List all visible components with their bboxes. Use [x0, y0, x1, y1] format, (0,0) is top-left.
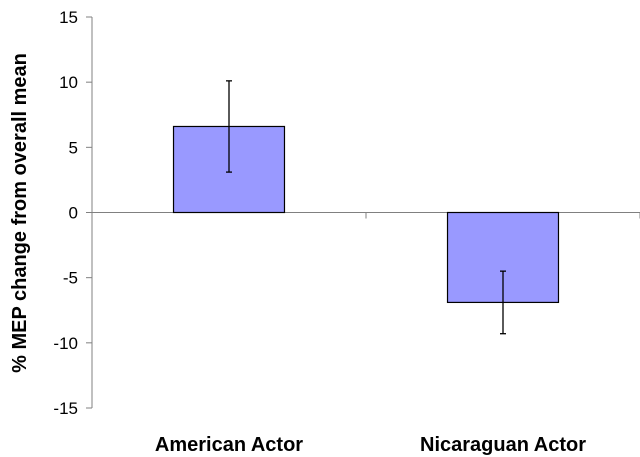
x-category-label: Nicaraguan Actor — [420, 434, 586, 456]
plot-area: 15 10 5 0 -5 -10 -15 American Actor Nicaraguan A… — [53, 8, 640, 456]
x-category-label: American Actor — [155, 434, 303, 456]
y-tick-label: -5 — [63, 269, 78, 288]
y-axis-title: % MEP change from overall mean — [9, 53, 31, 373]
y-tick-label: -15 — [53, 399, 78, 418]
y-tick-label: -10 — [53, 334, 78, 353]
y-tick-label: 5 — [69, 138, 78, 157]
y-tick-label: 15 — [59, 8, 78, 27]
y-tick-label: 0 — [69, 204, 78, 223]
y-tick-label: 10 — [59, 73, 78, 92]
